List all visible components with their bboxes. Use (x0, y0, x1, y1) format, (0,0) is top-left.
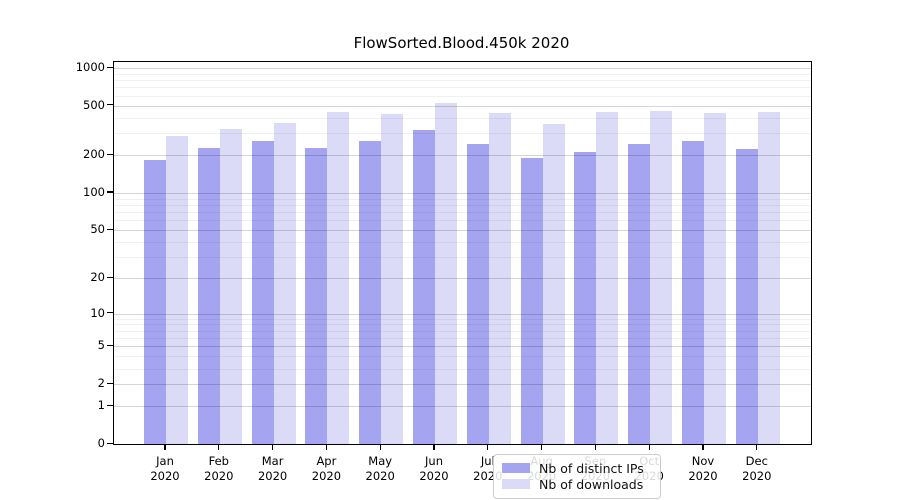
chart-title: FlowSorted.Blood.450k 2020 (353, 34, 570, 52)
x-tick-mark-may (379, 444, 381, 450)
minor-gridline (114, 95, 811, 97)
x-tick-label-nov: Nov 2020 (688, 454, 718, 483)
x-tick-label-jun: Jun 2020 (419, 454, 449, 483)
bar-dec-distinct-ips (735, 148, 758, 444)
x-tick-mark-oct (648, 444, 650, 450)
x-tick-label-may: May 2020 (365, 454, 395, 483)
bar-nov-downloads (704, 113, 726, 444)
x-tick-mark-sep (594, 444, 596, 450)
bar-jan-distinct-ips (144, 159, 166, 444)
x-tick-label-feb: Feb 2020 (204, 454, 234, 483)
bar-jun-downloads (435, 102, 457, 444)
legend-label-downloads: Nb of downloads (539, 476, 644, 492)
bar-apr-distinct-ips (305, 147, 328, 444)
y-tick-label-5: 5 (97, 338, 105, 353)
x-tick-mark-dec (756, 444, 758, 450)
y-tick-label-10: 10 (90, 305, 105, 320)
legend: Nb of distinct IPs Nb of downloads (493, 454, 661, 499)
bar-jul-downloads (488, 112, 511, 444)
bar-feb-distinct-ips (197, 148, 220, 444)
bar-apr-downloads (327, 112, 350, 444)
bar-mar-downloads (273, 122, 296, 444)
y-tick-mark (107, 66, 113, 68)
bar-jan-downloads (166, 136, 188, 444)
bar-jun-distinct-ips (413, 129, 435, 444)
y-tick-label-1: 1 (97, 398, 105, 413)
legend-swatch-distinct-ips (502, 463, 530, 473)
y-tick-label-20: 20 (90, 270, 105, 285)
y-tick-label-1000: 1000 (75, 60, 105, 75)
x-tick-label-apr: Apr 2020 (311, 454, 342, 483)
bar-mar-distinct-ips (251, 141, 274, 444)
y-tick-mark (107, 344, 113, 347)
legend-entry-downloads: Nb of downloads (502, 476, 650, 492)
y-tick-mark (107, 312, 113, 314)
x-tick-label-mar: Mar 2020 (257, 454, 288, 483)
bar-oct-downloads (650, 110, 673, 444)
x-tick-mark-jun (433, 444, 435, 450)
x-tick-mark-aug (541, 444, 543, 450)
y-tick-mark (107, 228, 113, 230)
legend-label-distinct-ips: Nb of distinct IPs (539, 460, 644, 476)
y-tick-label-500: 500 (83, 97, 105, 112)
bar-feb-downloads (219, 128, 242, 444)
bar-may-downloads (381, 113, 404, 444)
x-tick-label-dec: Dec 2020 (742, 454, 772, 483)
y-tick-mark (107, 104, 113, 106)
x-tick-mark-feb (218, 444, 220, 450)
legend-entry-distinct-ips: Nb of distinct IPs (502, 460, 650, 476)
x-tick-label-jan: Jan 2020 (150, 454, 180, 483)
major-gridline (114, 105, 811, 107)
major-gridline (114, 68, 811, 70)
legend-swatch-downloads (502, 479, 530, 489)
bar-jul-distinct-ips (466, 143, 489, 444)
plot-area: Nb of distinct IPs Nb of downloads (113, 61, 812, 499)
y-tick-mark (107, 404, 113, 406)
y-tick-label-50: 50 (90, 222, 105, 237)
y-tick-mark (107, 442, 113, 444)
y-tick-label-2: 2 (97, 376, 105, 391)
bar-sep-downloads (596, 111, 619, 444)
minor-gridline (114, 73, 811, 75)
y-tick-label-0: 0 (97, 436, 105, 450)
bar-dec-downloads (757, 112, 780, 444)
bar-aug-distinct-ips (520, 158, 543, 444)
bar-may-distinct-ips (359, 141, 382, 444)
bar-oct-distinct-ips (628, 143, 651, 444)
minor-gridline (114, 80, 811, 82)
x-tick-mark-jan (164, 444, 166, 450)
y-tick-label-100: 100 (83, 184, 105, 199)
y-tick-mark (107, 191, 113, 193)
x-tick-mark-nov (702, 444, 704, 450)
x-tick-mark-apr (325, 444, 327, 450)
bar-sep-distinct-ips (574, 152, 597, 444)
x-tick-mark-mar (272, 444, 274, 450)
y-tick-mark (107, 382, 113, 384)
bar-nov-distinct-ips (682, 141, 704, 444)
y-tick-mark (107, 153, 113, 156)
y-tick-label-200: 200 (83, 147, 105, 162)
bar-aug-downloads (542, 124, 565, 444)
y-tick-mark (107, 276, 113, 278)
minor-gridline (114, 87, 811, 89)
x-tick-mark-jul (487, 444, 489, 450)
